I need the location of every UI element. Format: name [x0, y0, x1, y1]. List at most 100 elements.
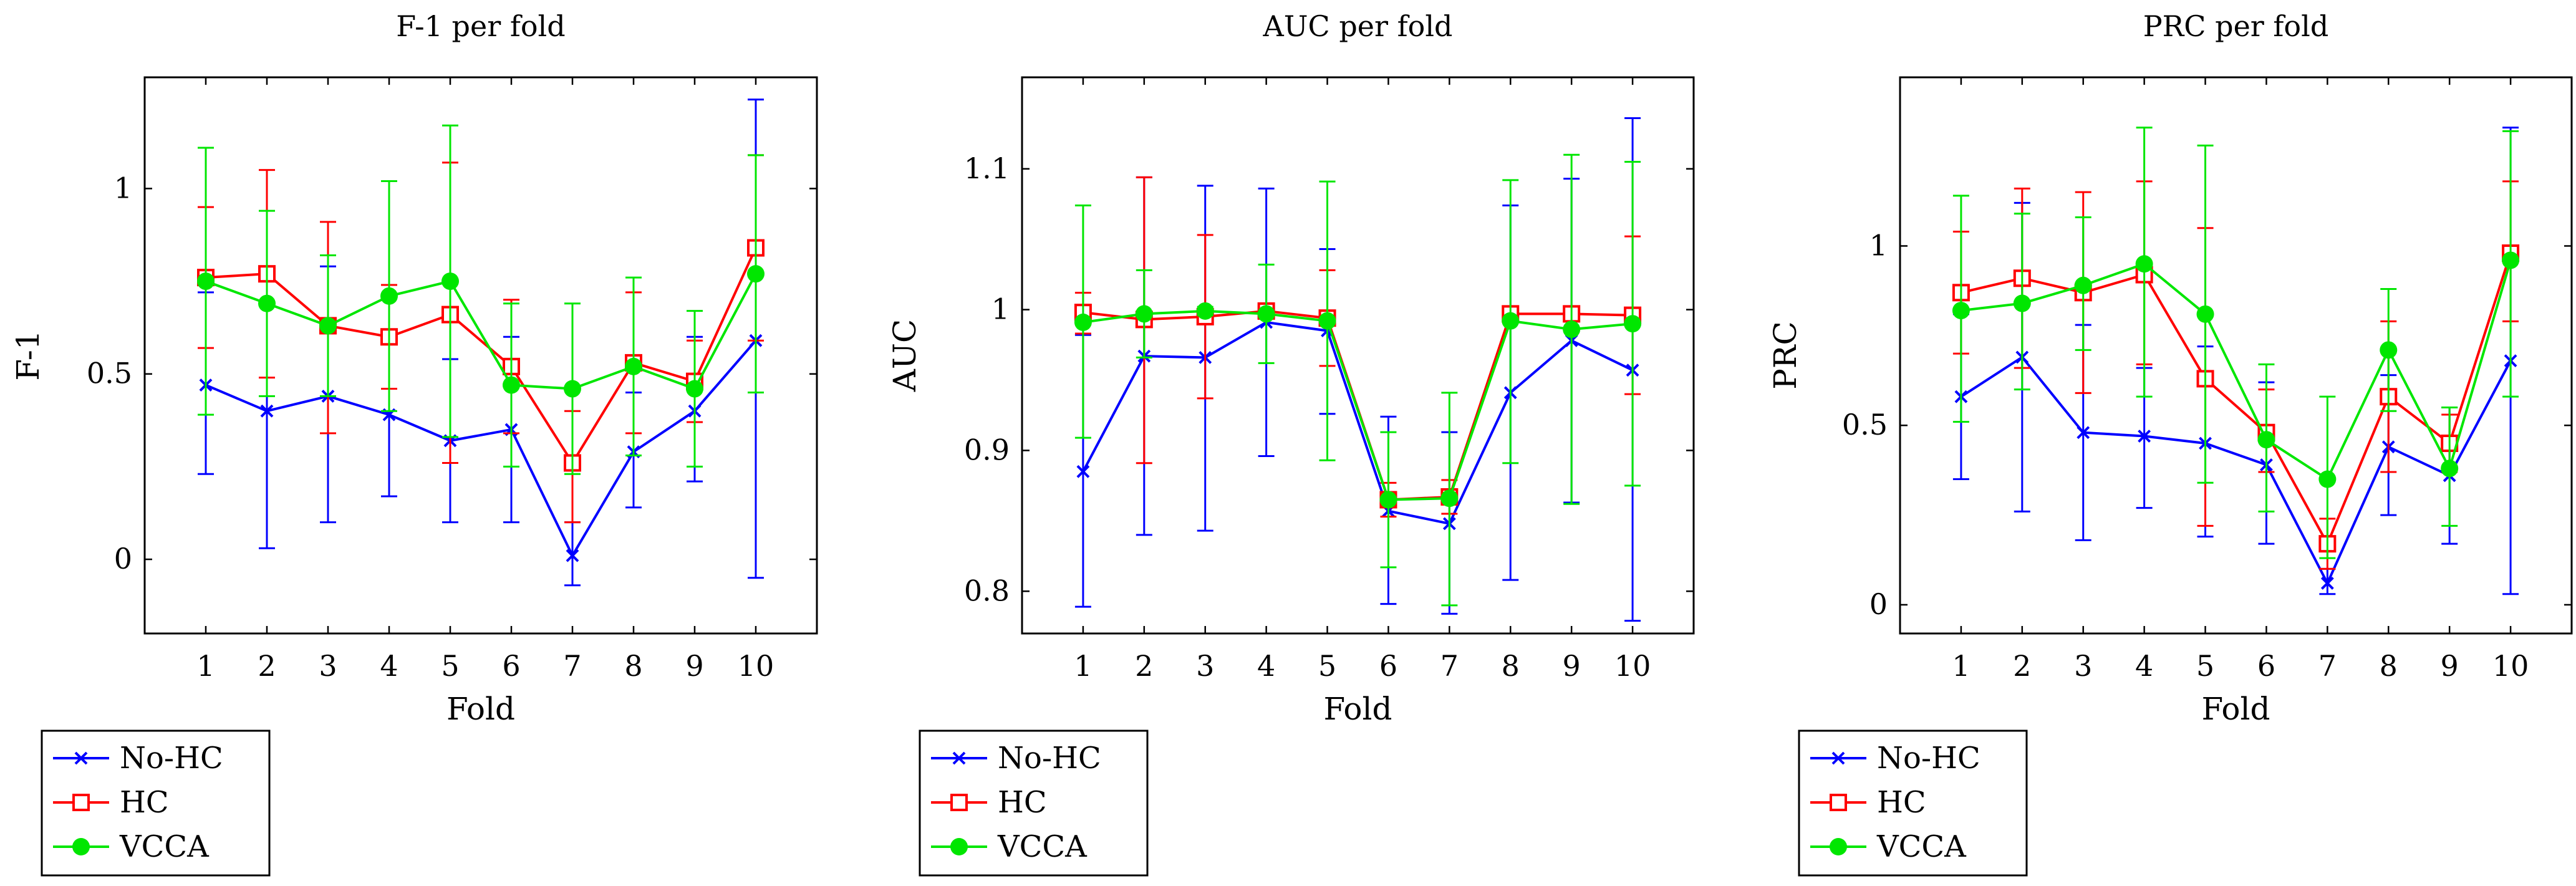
data-point-vcca	[441, 272, 459, 291]
x-tick-label: 2	[2013, 649, 2031, 683]
x-tick-label: 7	[1440, 649, 1459, 683]
data-point-vcca	[2196, 305, 2214, 323]
x-tick-label: 8	[2380, 649, 2398, 683]
x-tick-label: 7	[563, 649, 581, 683]
x-tick-label: 1	[1952, 649, 1970, 683]
x-tick-label: 8	[624, 649, 642, 683]
x-tick-label: 3	[2074, 649, 2092, 683]
legend-marker	[1831, 751, 1845, 765]
data-point-vcca	[258, 294, 276, 312]
series-line-hc	[1961, 253, 2512, 547]
legend-label: No-HC	[998, 741, 1101, 776]
chart-panel-2: AUC per fold 1 2 3 4 5 6 7 8 9 10 0.8 0.9 1 1.1 Fold AUC…	[887, 9, 1695, 877]
data-point-no-hc	[2077, 426, 2090, 440]
chart-title: F-1 per fold	[396, 9, 565, 43]
legend-item-hc: HC	[53, 785, 169, 820]
y-tick-label: 0.5	[1842, 408, 1888, 441]
data-point-vcca	[1135, 305, 1153, 323]
x-tick-label: 2	[258, 649, 276, 683]
data-point-vcca	[1502, 312, 1520, 330]
x-tick-label: 4	[2135, 649, 2153, 683]
series-line-vcca	[205, 273, 757, 390]
y-tick-label: 1	[1869, 228, 1888, 262]
x-tick-label: 10	[1614, 649, 1651, 683]
data-point-vcca	[686, 380, 703, 398]
plot-area-frame	[1021, 76, 1695, 635]
legend-label: VCCA	[997, 829, 1088, 864]
series-line-vcca	[1961, 259, 2512, 481]
x-tick-label: 6	[2257, 649, 2275, 683]
data-point-vcca	[1196, 302, 1214, 320]
data-point-vcca	[2257, 431, 2275, 449]
chart-panel-1: F-1 per fold 1 2 3 4 5 6 7 8 9 10 0 0.5 1 Fold F-1 No-HC…	[10, 9, 818, 877]
series-line-no-hc	[1960, 355, 2512, 587]
x-tick-label: 7	[2318, 649, 2337, 683]
legend-label: VCCA	[1876, 829, 1967, 864]
legend-marker	[74, 751, 88, 765]
y-tick-label: 0	[114, 542, 132, 575]
data-point-vcca	[1563, 320, 1581, 339]
x-tick-label: 5	[1318, 649, 1336, 683]
data-point-vcca	[380, 287, 398, 305]
series-line-hc	[205, 247, 757, 466]
y-axis-label: PRC	[1767, 321, 1803, 390]
x-tick-label: 1	[196, 649, 215, 683]
legend: No-HC HC VCCA	[919, 730, 1149, 877]
series-line-no-hc	[1082, 320, 1633, 526]
series-line-vcca	[1083, 309, 1633, 501]
y-tick-label: 0.5	[87, 357, 132, 390]
data-point-vcca	[747, 265, 765, 283]
y-tick-label: 0.8	[964, 574, 1010, 607]
data-point-no-hc	[2320, 577, 2334, 590]
x-tick-label: 6	[1379, 649, 1397, 683]
series-vcca	[197, 124, 765, 475]
data-point-vcca	[1257, 305, 1275, 323]
legend-item-hc: HC	[931, 785, 1047, 820]
data-point-no-hc	[1076, 465, 1090, 478]
legend-label: HC	[998, 785, 1047, 820]
x-tick-label: 4	[1257, 649, 1275, 683]
legend: No-HC HC VCCA	[41, 730, 271, 877]
x-tick-label: 2	[1135, 649, 1153, 683]
legend-label: VCCA	[119, 829, 210, 864]
x-tick-label: 9	[1563, 649, 1581, 683]
y-tick-label: 1	[991, 292, 1010, 326]
y-tick-label: 0	[1869, 587, 1888, 621]
legend-marker	[1830, 838, 1847, 855]
legend-label: HC	[1877, 785, 1926, 820]
y-tick-label: 0.9	[964, 433, 1010, 466]
data-point-vcca	[2441, 460, 2459, 478]
x-tick-label: 5	[441, 649, 459, 683]
legend-marker	[950, 838, 968, 855]
data-point-vcca	[2135, 255, 2153, 273]
x-tick-label: 5	[2196, 649, 2214, 683]
x-tick-label: 10	[738, 649, 774, 683]
legend-label: No-HC	[1877, 741, 1980, 776]
y-tick-label: 1	[114, 171, 132, 205]
chart-panel-3: PRC per fold 1 2 3 4 5 6 7 8 9 10 0 0.5 1 Fold PRC No-HC…	[1767, 9, 2573, 877]
data-point-vcca	[2380, 341, 2398, 359]
data-point-no-hc	[260, 404, 274, 418]
x-tick-label: 10	[2492, 649, 2529, 683]
plot-area-frame	[1899, 76, 2573, 635]
y-axis-label: AUC	[887, 319, 923, 393]
data-point-vcca	[2074, 276, 2092, 294]
data-point-vcca	[1624, 315, 1642, 333]
legend-item-hc: HC	[1810, 785, 1926, 820]
legend-marker	[1830, 794, 1847, 811]
legend-item-vcca: VCCA	[1810, 829, 1967, 864]
data-point-vcca	[1074, 313, 1092, 331]
legend-item-no-hc: No-HC	[1810, 741, 1980, 776]
data-point-vcca	[1379, 491, 1397, 509]
legend-label: No-HC	[120, 741, 223, 776]
x-axis-label: Fold	[446, 691, 515, 727]
legend-marker	[72, 794, 90, 811]
data-point-vcca	[2318, 470, 2337, 488]
x-tick-label: 8	[1502, 649, 1520, 683]
data-point-no-hc	[566, 549, 579, 562]
x-tick-label: 6	[502, 649, 520, 683]
x-tick-label: 3	[1196, 649, 1214, 683]
x-tick-label: 9	[2441, 649, 2459, 683]
legend-label: HC	[120, 785, 169, 820]
